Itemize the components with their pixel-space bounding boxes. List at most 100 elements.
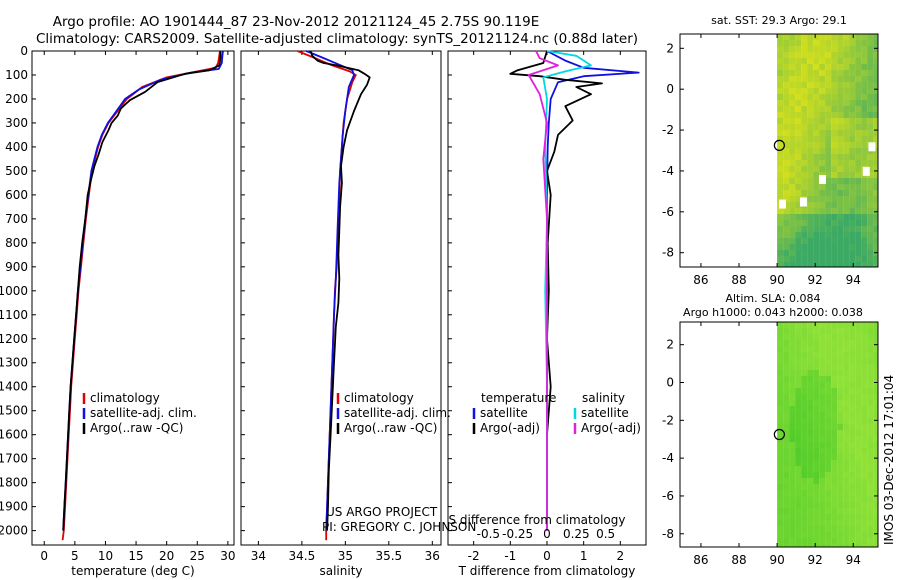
x-tick-label: 86: [693, 273, 708, 287]
map-cell: [861, 376, 868, 382]
map-cell: [795, 82, 802, 88]
map-cell: [795, 58, 802, 64]
map-cell: [849, 376, 856, 382]
map-cell: [873, 394, 878, 400]
map-cell: [831, 148, 838, 154]
map-cell: [867, 496, 874, 502]
map-cell: [855, 400, 862, 406]
map-cell: [777, 364, 784, 370]
map-cell: [819, 466, 826, 472]
map-cell: [789, 124, 796, 130]
map-cell: [795, 322, 802, 328]
map-cell: [807, 130, 814, 136]
map-cell: [777, 136, 784, 142]
map-cell: [789, 328, 796, 334]
map-cell: [777, 388, 784, 394]
map-cell: [783, 52, 790, 58]
map-cell: [795, 154, 802, 160]
map-cell: [825, 478, 832, 484]
map-cell: [837, 76, 844, 82]
map-cell: [831, 352, 838, 358]
map-cell: [831, 490, 838, 496]
map-cell: [795, 412, 802, 418]
map-cell: [837, 370, 844, 376]
map-cell: [807, 70, 814, 76]
map-cell: [807, 58, 814, 64]
x-tick-label: 36: [425, 549, 440, 563]
map-cell: [843, 100, 850, 106]
map-cell: [855, 322, 862, 328]
map-cell: [825, 490, 832, 496]
map-cell: [819, 436, 826, 442]
map-cell: [813, 154, 820, 160]
map-cell: [813, 460, 820, 466]
map-cell: [807, 502, 814, 508]
map-cell: [789, 232, 796, 238]
map-cell: [861, 448, 868, 454]
map-cell: [789, 154, 796, 160]
map-cell: [789, 256, 796, 262]
map-cell: [783, 526, 790, 532]
map-cell: [831, 388, 838, 394]
map-cell: [831, 478, 838, 484]
map-cell: [777, 112, 784, 118]
map-cell: [831, 202, 838, 208]
map-cell: [837, 424, 844, 430]
map-cell: [783, 196, 790, 202]
map-cell: [849, 346, 856, 352]
map-cell: [855, 64, 862, 70]
map-cell: [837, 436, 844, 442]
map-cell: [789, 64, 796, 70]
map-cell: [867, 214, 874, 220]
map-cell: [843, 400, 850, 406]
map-cell: [831, 358, 838, 364]
map-cell: [801, 364, 808, 370]
map-cell: [843, 466, 850, 472]
map-cell: [831, 400, 838, 406]
map-cell: [783, 226, 790, 232]
map-cell: [795, 172, 802, 178]
map-cell: [849, 202, 856, 208]
x-axis-label: salinity: [319, 564, 362, 578]
map-cell: [855, 154, 862, 160]
map-cell: [873, 202, 878, 208]
map-cell: [789, 514, 796, 520]
map-cell: [831, 424, 838, 430]
map-cell: [801, 406, 808, 412]
map-cell: [873, 166, 878, 172]
map-cell: [783, 208, 790, 214]
map-cell: [849, 322, 856, 328]
map-cell: [873, 142, 878, 148]
map-cell: [777, 484, 784, 490]
map-cell: [825, 256, 832, 262]
map-cell: [843, 232, 850, 238]
map-cell: [837, 118, 844, 124]
map-cell: [825, 322, 832, 328]
x-tick-label: 5: [71, 549, 79, 563]
map-cell: [831, 142, 838, 148]
map-cell: [843, 424, 850, 430]
map-cell: [825, 220, 832, 226]
map-cell: [789, 160, 796, 166]
map-cell: [825, 190, 832, 196]
map-cell: [849, 466, 856, 472]
y-tick-label: -6: [662, 205, 674, 219]
map-cell: [807, 82, 814, 88]
map-cell: [873, 64, 878, 70]
map-cell: [855, 364, 862, 370]
argo-location-marker: [773, 139, 785, 151]
map-cell: [837, 394, 844, 400]
map-cell: [873, 430, 878, 436]
map-cell: [831, 334, 838, 340]
map-cell: [861, 532, 868, 538]
map-cell: [855, 118, 862, 124]
map-cell: [849, 136, 856, 142]
map-cell: [849, 358, 856, 364]
map-cell: [783, 418, 790, 424]
map-cell: [795, 358, 802, 364]
map-cell: [795, 34, 802, 40]
map-cell: [855, 328, 862, 334]
map-cell: [867, 226, 874, 232]
map-cell: [837, 514, 844, 520]
map-cell: [837, 70, 844, 76]
